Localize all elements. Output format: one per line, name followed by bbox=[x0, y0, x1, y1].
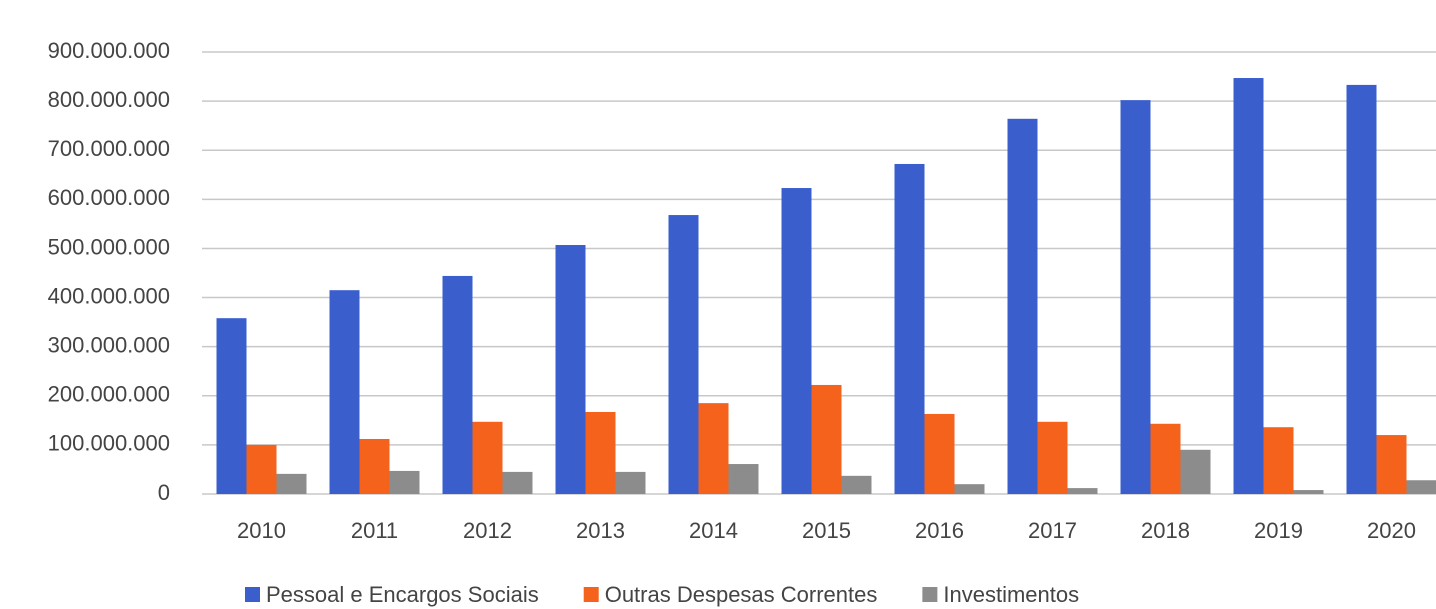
bar bbox=[329, 290, 360, 494]
bar bbox=[472, 421, 503, 494]
legend-label: Pessoal e Encargos Sociais bbox=[266, 582, 539, 607]
bar bbox=[811, 384, 842, 494]
legend-label: Outras Despesas Correntes bbox=[605, 582, 878, 607]
bar bbox=[1180, 449, 1211, 494]
bar bbox=[728, 464, 759, 494]
x-tick-label: 2018 bbox=[1141, 518, 1190, 543]
bar bbox=[555, 245, 586, 494]
legend-label: Investimentos bbox=[943, 582, 1079, 607]
bar bbox=[1067, 488, 1098, 494]
bar bbox=[1120, 100, 1151, 494]
bar bbox=[216, 318, 247, 494]
legend-swatch bbox=[583, 587, 599, 602]
bar bbox=[1037, 421, 1068, 494]
bar bbox=[954, 484, 985, 494]
bar bbox=[502, 471, 533, 494]
y-tick-label: 100.000.000 bbox=[48, 431, 170, 456]
bar bbox=[924, 413, 955, 494]
bar bbox=[1293, 490, 1324, 494]
bar bbox=[1406, 480, 1436, 494]
bar bbox=[615, 471, 646, 494]
x-tick-label: 2016 bbox=[915, 518, 964, 543]
y-tick-label: 200.000.000 bbox=[48, 382, 170, 407]
y-tick-label: 800.000.000 bbox=[48, 87, 170, 112]
bar bbox=[781, 188, 812, 494]
legend-swatch bbox=[245, 587, 260, 602]
bar bbox=[1150, 423, 1181, 494]
bar bbox=[668, 215, 699, 494]
y-tick-label: 600.000.000 bbox=[48, 185, 170, 210]
y-tick-label: 300.000.000 bbox=[48, 332, 170, 357]
x-tick-label: 2015 bbox=[802, 518, 851, 543]
x-tick-label: 2017 bbox=[1028, 518, 1077, 543]
x-tick-label: 2012 bbox=[463, 518, 512, 543]
bar bbox=[359, 438, 390, 494]
y-tick-label: 400.000.000 bbox=[48, 283, 170, 308]
bar bbox=[841, 475, 872, 494]
bar bbox=[1007, 118, 1038, 495]
bar bbox=[1376, 435, 1407, 494]
bar bbox=[1346, 84, 1377, 494]
bar bbox=[585, 411, 616, 494]
y-tick-label: 900.000.000 bbox=[48, 38, 170, 63]
bar bbox=[246, 444, 277, 494]
bar bbox=[276, 473, 307, 494]
bar bbox=[1263, 427, 1294, 494]
x-tick-label: 2019 bbox=[1254, 518, 1303, 543]
y-tick-label: 500.000.000 bbox=[48, 234, 170, 259]
x-tick-label: 2020 bbox=[1367, 518, 1416, 543]
x-tick-label: 2014 bbox=[689, 518, 738, 543]
legend: Pessoal e Encargos Sociais Outras Despesa… bbox=[245, 582, 1079, 607]
y-tick-label: 0 bbox=[158, 480, 170, 505]
x-tick-label: 2013 bbox=[576, 518, 625, 543]
bar bbox=[442, 275, 473, 494]
x-tick-label: 2010 bbox=[237, 518, 286, 543]
bar bbox=[1233, 78, 1264, 494]
bar bbox=[389, 470, 420, 494]
x-tick-label: 2011 bbox=[351, 518, 398, 543]
legend-swatch bbox=[922, 587, 938, 602]
y-tick-label: 700.000.000 bbox=[48, 136, 170, 161]
bar bbox=[698, 403, 729, 494]
bar bbox=[894, 163, 925, 494]
